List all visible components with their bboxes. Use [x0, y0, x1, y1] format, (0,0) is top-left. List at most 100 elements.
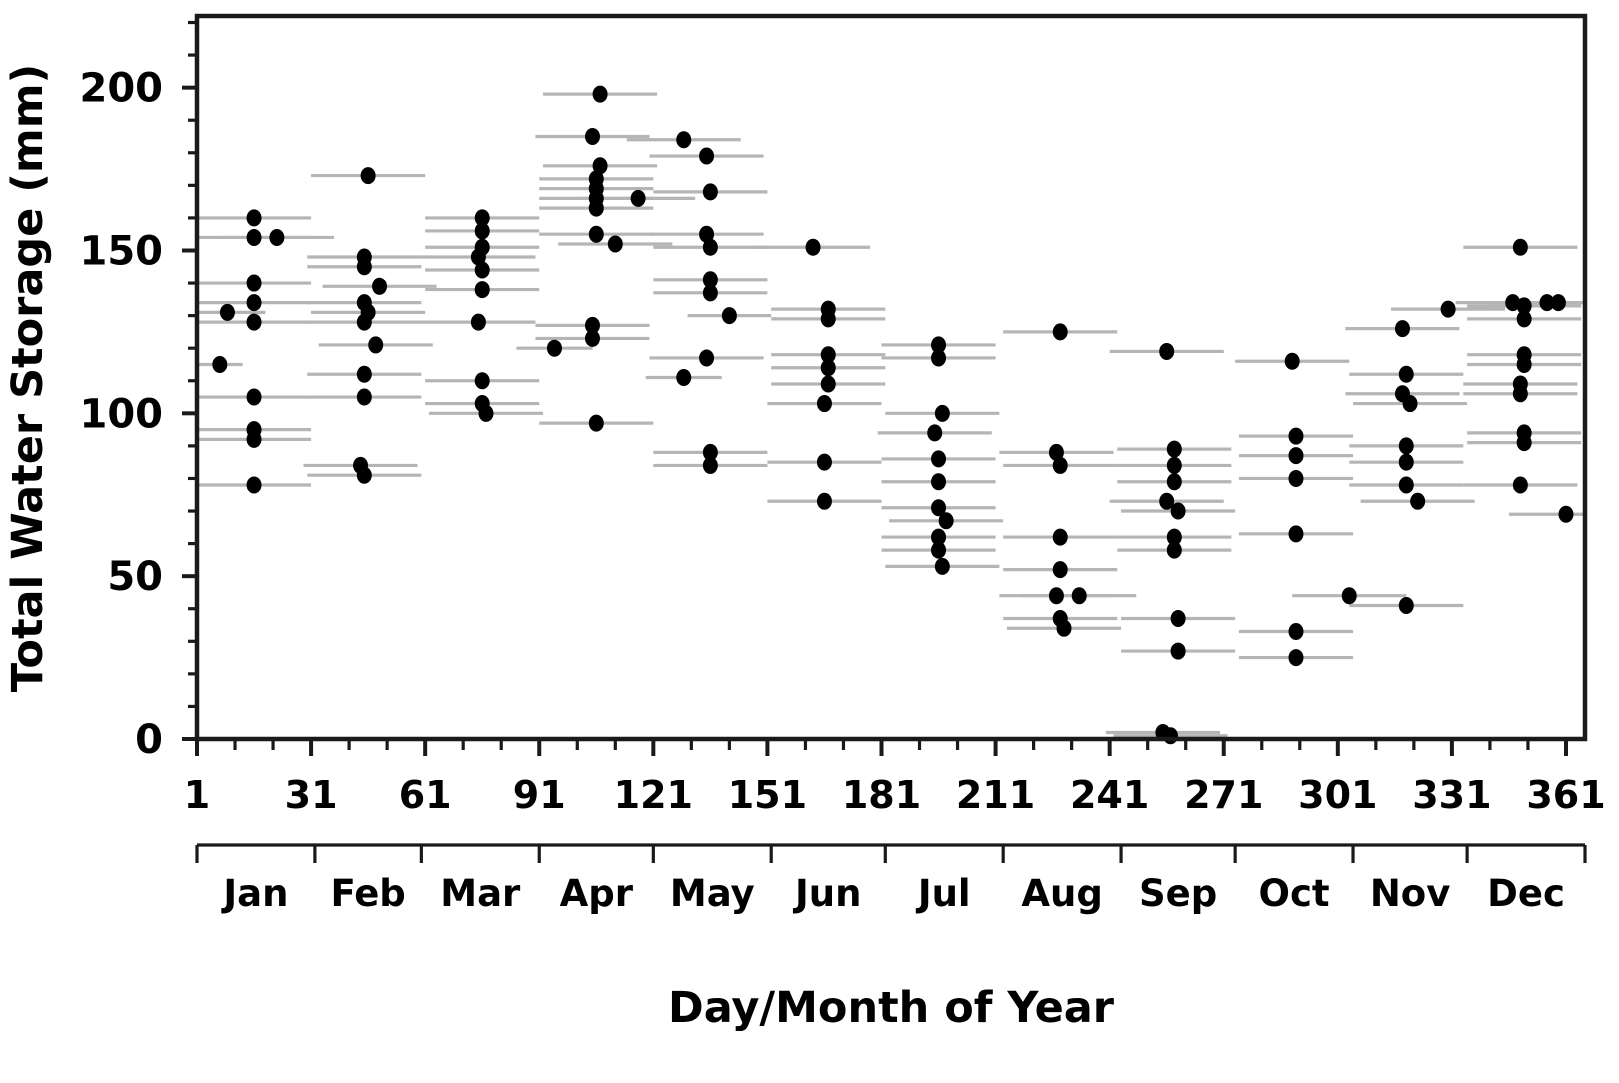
data-point — [246, 274, 262, 292]
data-point — [246, 228, 262, 246]
data-point — [1398, 437, 1414, 455]
svg-text:150: 150 — [80, 228, 164, 274]
data-point — [1159, 492, 1175, 510]
svg-text:121: 121 — [614, 773, 693, 817]
data-points — [212, 85, 1574, 745]
data-point — [1539, 294, 1555, 312]
month-label-jun: Jun — [792, 872, 861, 915]
data-point — [474, 222, 490, 240]
data-point — [1505, 294, 1521, 312]
svg-text:50: 50 — [107, 554, 163, 600]
data-point — [820, 375, 836, 393]
svg-text:1: 1 — [184, 773, 210, 817]
data-point — [931, 336, 947, 354]
svg-text:241: 241 — [1070, 773, 1149, 817]
month-label-nov: Nov — [1370, 872, 1451, 915]
data-point — [470, 313, 486, 331]
data-point — [1398, 476, 1414, 494]
data-point — [1398, 596, 1414, 614]
data-point — [246, 209, 262, 227]
x-axis-months: Jan Feb Mar Apr May Jun Jul Aug Sep Oct Nov Dec — [195, 843, 1587, 915]
data-point — [1394, 320, 1410, 338]
data-point — [1048, 587, 1064, 605]
month-label-may: May — [670, 872, 755, 915]
data-point — [1052, 323, 1068, 341]
data-point — [1284, 352, 1300, 370]
svg-text:271: 271 — [1184, 773, 1263, 817]
data-point — [1288, 623, 1304, 641]
data-point — [1550, 294, 1566, 312]
data-point — [931, 349, 947, 367]
data-point — [702, 183, 718, 201]
data-point — [584, 128, 600, 145]
data-point — [816, 492, 832, 510]
data-point — [1052, 528, 1068, 546]
data-point — [592, 157, 608, 175]
data-point — [246, 294, 262, 312]
svg-text:331: 331 — [1412, 773, 1491, 817]
data-point — [1402, 395, 1418, 413]
data-point — [702, 284, 718, 302]
data-point — [1558, 505, 1574, 523]
data-point — [927, 424, 943, 442]
data-point — [474, 209, 490, 227]
data-point — [699, 349, 715, 367]
svg-text:151: 151 — [728, 773, 807, 817]
month-label-aug: Aug — [1021, 872, 1102, 915]
data-point — [805, 238, 821, 256]
data-point — [1288, 649, 1304, 667]
x-axis-title: Day/Month of Year — [668, 983, 1115, 1033]
month-label-sep: Sep — [1139, 872, 1217, 915]
data-point — [931, 450, 947, 468]
data-point — [478, 404, 494, 422]
data-point — [702, 443, 718, 461]
data-point — [934, 557, 950, 575]
svg-text:200: 200 — [80, 66, 164, 112]
data-point — [356, 258, 372, 276]
data-point — [820, 346, 836, 364]
data-point — [931, 541, 947, 559]
data-point — [360, 167, 376, 185]
data-point — [1516, 297, 1532, 315]
data-point — [246, 476, 262, 494]
svg-text:211: 211 — [956, 773, 1035, 817]
y-axis: 0 50 100 150 200 — [80, 20, 197, 763]
month-label-feb: Feb — [330, 872, 405, 915]
data-point — [699, 225, 715, 243]
data-point — [1512, 238, 1528, 256]
data-point — [1512, 385, 1528, 403]
data-point — [1440, 300, 1456, 318]
data-point — [607, 235, 623, 253]
data-point — [1071, 587, 1087, 605]
svg-text:0: 0 — [135, 717, 163, 763]
data-point — [1288, 427, 1304, 445]
data-point — [246, 388, 262, 406]
data-point — [372, 277, 388, 295]
data-point — [1159, 342, 1175, 360]
data-point — [356, 365, 372, 383]
data-point — [1052, 561, 1068, 579]
svg-text:91: 91 — [513, 773, 566, 817]
data-point — [1052, 456, 1068, 474]
data-point — [1056, 619, 1072, 637]
data-point — [702, 271, 718, 289]
data-point — [246, 430, 262, 448]
data-point — [1166, 473, 1182, 491]
data-point — [1341, 587, 1357, 605]
error-bars — [197, 92, 1585, 738]
data-point — [676, 369, 692, 386]
data-point — [938, 512, 954, 530]
svg-text:181: 181 — [842, 773, 921, 817]
svg-text:301: 301 — [1298, 773, 1377, 817]
data-point — [212, 355, 228, 373]
data-point — [584, 329, 600, 347]
data-point — [219, 303, 235, 321]
data-point — [820, 359, 836, 377]
data-point — [474, 281, 490, 299]
month-label-dec: Dec — [1487, 872, 1565, 915]
data-point — [931, 528, 947, 546]
data-point — [931, 473, 947, 491]
data-point — [1410, 492, 1426, 510]
